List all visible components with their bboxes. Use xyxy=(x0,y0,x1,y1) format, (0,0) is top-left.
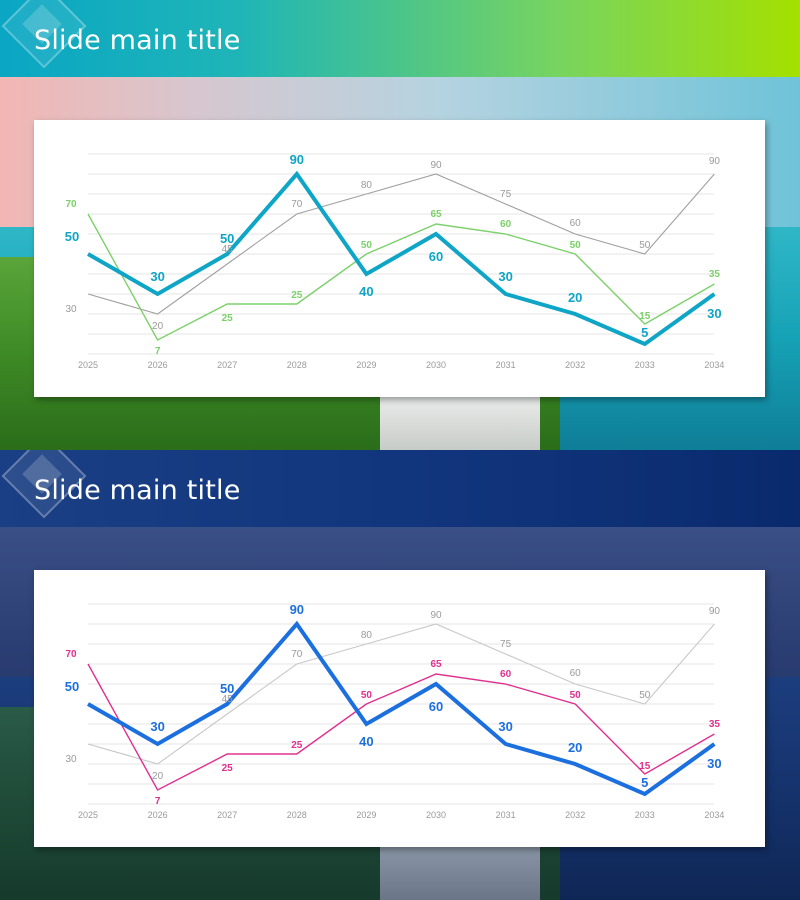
data-label: 70 xyxy=(65,649,77,660)
data-label: 15 xyxy=(639,311,651,322)
line-chart: 30 20 45 70 80 90 75 60 50 90 70 7 25 25 50 65 60 50 15 35 5… xyxy=(65,602,725,820)
x-tick-label: 2033 xyxy=(635,810,655,820)
data-label: 45 xyxy=(222,694,234,705)
data-label: 90 xyxy=(290,602,304,617)
data-label: 30 xyxy=(150,719,164,734)
data-label: 50 xyxy=(639,690,651,701)
x-tick-label: 2029 xyxy=(356,360,376,370)
data-label: 7 xyxy=(155,346,161,357)
data-label: 80 xyxy=(361,630,373,641)
data-label: 30 xyxy=(498,269,512,284)
x-tick-label: 2027 xyxy=(217,810,237,820)
data-label: 20 xyxy=(568,290,582,305)
data-label: 30 xyxy=(150,269,164,284)
x-tick-label: 2034 xyxy=(704,360,724,370)
series-line-1 xyxy=(87,663,715,791)
data-label: 5 xyxy=(641,325,648,340)
data-label: 30 xyxy=(65,304,77,315)
data-label: 20 xyxy=(152,771,164,782)
data-label: 60 xyxy=(500,219,512,230)
data-label: 30 xyxy=(498,719,512,734)
data-label: 50 xyxy=(220,681,234,696)
data-label: 50 xyxy=(361,240,373,251)
data-label: 60 xyxy=(570,668,582,679)
x-tick-label: 2034 xyxy=(704,810,724,820)
x-tick-label: 2025 xyxy=(78,360,98,370)
data-label: 20 xyxy=(568,740,582,755)
cliff xyxy=(380,397,540,450)
slide-header: Slide main title xyxy=(0,0,800,77)
series-line-1 xyxy=(87,213,715,341)
data-label: 50 xyxy=(220,231,234,246)
line-chart: 30 20 45 70 80 90 75 60 50 90 70 7 25 25 50 65 60 50 15 35 5… xyxy=(65,152,725,370)
data-label: 50 xyxy=(65,679,79,694)
data-label: 60 xyxy=(429,699,443,714)
x-tick-label: 2028 xyxy=(287,810,307,820)
cliff xyxy=(380,847,540,900)
series-line-0 xyxy=(87,170,716,347)
data-label: 20 xyxy=(152,321,164,332)
x-tick-label: 2032 xyxy=(565,810,585,820)
data-label: 65 xyxy=(430,209,442,220)
data-label: 75 xyxy=(500,189,512,200)
data-label: 70 xyxy=(291,649,303,660)
x-tick-label: 2026 xyxy=(148,360,168,370)
data-label: 45 xyxy=(222,244,234,255)
x-tick-label: 2027 xyxy=(217,360,237,370)
x-tick-label: 2030 xyxy=(426,360,446,370)
x-tick-label: 2032 xyxy=(565,360,585,370)
series-line-2 xyxy=(87,623,715,765)
data-label: 50 xyxy=(570,240,582,251)
data-label: 30 xyxy=(707,756,721,771)
x-tick-label: 2031 xyxy=(496,810,516,820)
x-tick-label: 2028 xyxy=(287,360,307,370)
x-tick-label: 2033 xyxy=(635,360,655,370)
data-label: 80 xyxy=(361,180,373,191)
series-line-0 xyxy=(87,620,716,797)
data-label: 50 xyxy=(639,240,651,251)
x-tick-label: 2031 xyxy=(496,360,516,370)
data-label: 90 xyxy=(709,606,721,617)
data-label: 25 xyxy=(291,290,303,301)
data-label: 90 xyxy=(709,156,721,167)
slide-header: Slide main title xyxy=(0,450,800,527)
data-label: 60 xyxy=(429,249,443,264)
slide-1: Slide main title 30 20 45 70 80 90 75 60 50 90 70 7… xyxy=(0,0,800,450)
slide-2: Slide main title 30 20 45 70 80 90 75 60 50 90 70 7… xyxy=(0,450,800,900)
data-label: 30 xyxy=(707,306,721,321)
data-label: 50 xyxy=(65,229,79,244)
chart-card: 30 20 45 70 80 90 75 60 50 90 70 7 25 25 50 65 60 50 15 35 5… xyxy=(34,120,765,397)
data-label: 70 xyxy=(291,199,303,210)
data-label: 25 xyxy=(291,740,303,751)
data-label: 15 xyxy=(639,761,651,772)
data-label: 50 xyxy=(361,690,373,701)
slide-title: Slide main title xyxy=(34,25,241,56)
data-label: 7 xyxy=(155,796,161,807)
data-label: 25 xyxy=(222,313,234,324)
data-label: 90 xyxy=(290,152,304,167)
slide-title: Slide main title xyxy=(34,475,241,506)
chart-card: 30 20 45 70 80 90 75 60 50 90 70 7 25 25 50 65 60 50 15 35 5… xyxy=(34,570,765,847)
data-label: 5 xyxy=(641,775,648,790)
data-label: 70 xyxy=(65,199,77,210)
data-label: 65 xyxy=(430,659,442,670)
data-label: 60 xyxy=(570,218,582,229)
x-tick-label: 2025 xyxy=(78,810,98,820)
series-line-2 xyxy=(87,173,715,315)
data-label: 90 xyxy=(430,160,442,171)
x-tick-label: 2030 xyxy=(426,810,446,820)
data-label: 50 xyxy=(570,690,582,701)
data-label: 40 xyxy=(359,284,373,299)
data-label: 25 xyxy=(222,763,234,774)
data-label: 35 xyxy=(709,269,721,280)
data-label: 60 xyxy=(500,669,512,680)
data-label: 40 xyxy=(359,734,373,749)
data-label: 90 xyxy=(430,610,442,621)
x-tick-label: 2029 xyxy=(356,810,376,820)
data-label: 30 xyxy=(65,754,77,765)
x-tick-label: 2026 xyxy=(148,810,168,820)
data-label: 75 xyxy=(500,639,512,650)
data-label: 35 xyxy=(709,719,721,730)
